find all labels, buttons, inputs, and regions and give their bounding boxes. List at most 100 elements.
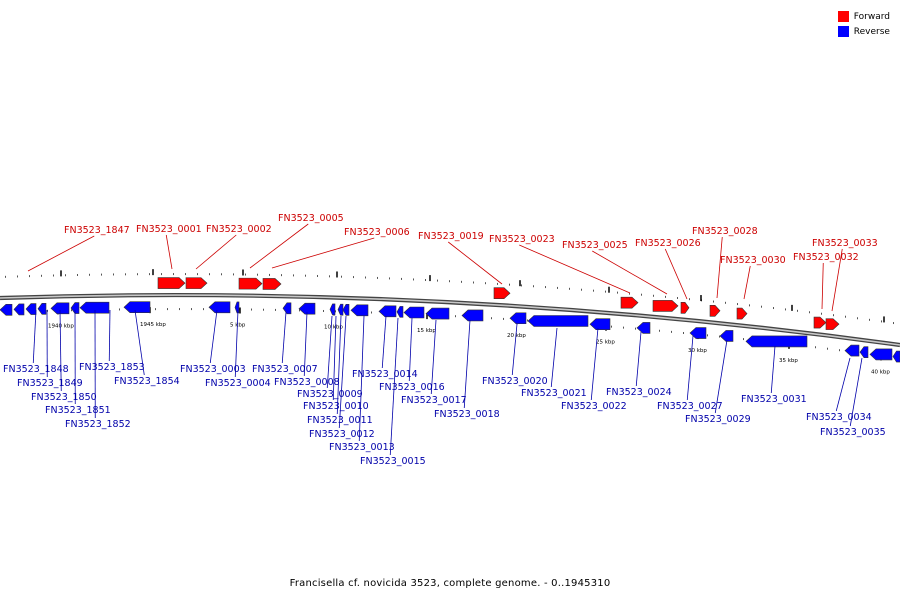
forward-gene-label: FN3523_0006 — [344, 227, 410, 238]
tick-dot-upper — [401, 277, 402, 280]
reverse-gene-label-leader — [234, 309, 239, 378]
tick-dot-upper — [197, 273, 198, 276]
tick-label: 5 kbp — [230, 322, 246, 328]
reverse-gene-label: FN3523_0031 — [741, 394, 807, 405]
forward-gene-label: FN3523_0005 — [278, 213, 344, 224]
tick-dot-upper — [377, 276, 378, 279]
forward-gene-arrow — [238, 277, 263, 290]
reverse-gene-label-leader — [326, 315, 333, 389]
legend-reverse: Reverse — [837, 24, 890, 39]
tick-dot-upper — [521, 284, 522, 287]
tick-dot-lower — [503, 317, 504, 320]
tick-dot-lower — [659, 329, 660, 332]
reverse-gene-label: FN3523_0014 — [352, 369, 418, 380]
reverse-gene-label: FN3523_0003 — [180, 364, 246, 375]
forward-gene-label: FN3523_0032 — [793, 252, 859, 263]
tick-dot-upper — [137, 273, 138, 276]
tick-dot-lower — [743, 338, 744, 341]
reverse-gene-arrow — [329, 303, 336, 316]
tick-dot-upper — [773, 307, 774, 310]
tick-dot-upper — [641, 293, 642, 296]
legend-reverse-label: Reverse — [853, 26, 890, 37]
reverse-gene-label-leader — [463, 319, 471, 409]
tick-dot-lower — [323, 309, 324, 312]
reverse-gene-arrow — [79, 301, 110, 314]
forward-gene-label: FN3523_0033 — [812, 238, 878, 249]
forward-gene-label-leader — [448, 241, 503, 285]
reverse-gene-label-leader — [849, 357, 863, 427]
forward-gene-label: FN3523_0028 — [692, 226, 758, 237]
tick-dot-upper — [509, 283, 510, 286]
reverse-gene-arrow — [378, 305, 397, 318]
forward-gene-label: FN3523_0001 — [136, 224, 202, 235]
tick-dot-upper — [725, 301, 726, 304]
legend-forward-label: Forward — [853, 11, 890, 22]
reverse-gene-label-leader — [835, 357, 851, 412]
reverse-gene-label-leader — [389, 317, 399, 456]
forward-gene-label: FN3523_0025 — [562, 240, 628, 251]
tick-dot-lower — [299, 309, 300, 312]
forward-gene-arrow — [620, 296, 639, 309]
reverse-gene-label-leader — [770, 345, 776, 394]
tick-dot-lower — [263, 308, 264, 311]
reverse-gene-label: FN3523_0010 — [303, 401, 369, 412]
tick-dot-upper — [545, 286, 546, 289]
tick-dot-lower — [527, 319, 528, 322]
reverse-gene-label-leader — [281, 311, 287, 364]
reverse-gene-label-leader — [338, 315, 347, 429]
tick-dot-lower — [671, 330, 672, 333]
tick-dot-upper — [689, 298, 690, 301]
tick-label: 1945 kbp — [140, 322, 166, 328]
forward-gene-label: FN3523_0026 — [635, 238, 701, 249]
tick-dot-upper — [185, 273, 186, 276]
tick-label: 30 kbp — [688, 348, 707, 354]
tick-dot-upper — [533, 285, 534, 288]
reverse-gene-arrow — [25, 303, 37, 315]
forward-gene-label-leader — [821, 262, 824, 310]
tick-dot-upper — [497, 282, 498, 285]
tick-dot-upper — [737, 303, 738, 306]
forward-gene-arrow — [825, 318, 840, 330]
tick-dot-upper — [317, 274, 318, 277]
tick-dot-lower — [47, 309, 48, 312]
tick-dot-lower — [275, 308, 276, 311]
tick-dot-upper — [53, 274, 54, 277]
reverse-gene-label: FN3523_0034 — [806, 412, 872, 423]
forward-gene-label: FN3523_1847 — [64, 225, 130, 236]
reverse-gene-label: FN3523_0029 — [685, 414, 751, 425]
tick-dot-upper — [29, 275, 30, 278]
tick-dot-upper — [677, 297, 678, 300]
reverse-gene-arrow — [636, 322, 651, 334]
legend: Forward Reverse — [837, 9, 890, 39]
tick-dot-upper — [581, 288, 582, 291]
tick-dot-upper — [209, 273, 210, 276]
reverse-gene-label-leader — [408, 317, 413, 382]
tick-dot-upper — [833, 314, 834, 317]
reverse-gene-arrow — [745, 335, 808, 348]
forward-gene-label-leader — [271, 237, 375, 269]
tick-dot-upper — [881, 320, 882, 323]
tick-dot-upper — [161, 273, 162, 276]
reverse-gene-label-leader — [714, 339, 728, 414]
forward-gene-label-leader — [249, 223, 309, 269]
reverse-gene-label: FN3523_1853 — [79, 362, 145, 373]
reverse-gene-arrow — [844, 344, 860, 357]
forward-gene-arrow — [709, 304, 721, 317]
tick-dot-upper — [713, 300, 714, 303]
reverse-gene-arrow — [13, 303, 25, 316]
tick-dot-lower — [491, 317, 492, 320]
reverse-gene-label-leader — [635, 331, 642, 387]
forward-gene-arrow — [680, 301, 690, 314]
reverse-gene-label: FN3523_0020 — [482, 376, 548, 387]
tick-label: 1940 kbp — [48, 323, 74, 329]
tick-dot-upper — [821, 312, 822, 315]
tick-dot-upper — [473, 281, 474, 284]
reverse-gene-arrow — [869, 348, 893, 361]
forward-gene-arrow — [652, 300, 679, 312]
tick-dot-upper — [461, 280, 462, 283]
reverse-gene-arrow — [350, 304, 369, 317]
forward-gene-label-leader — [831, 248, 843, 312]
forward-gene-arrow — [185, 277, 208, 289]
legend-reverse-swatch — [837, 26, 849, 37]
tick-dot-lower — [71, 309, 72, 312]
